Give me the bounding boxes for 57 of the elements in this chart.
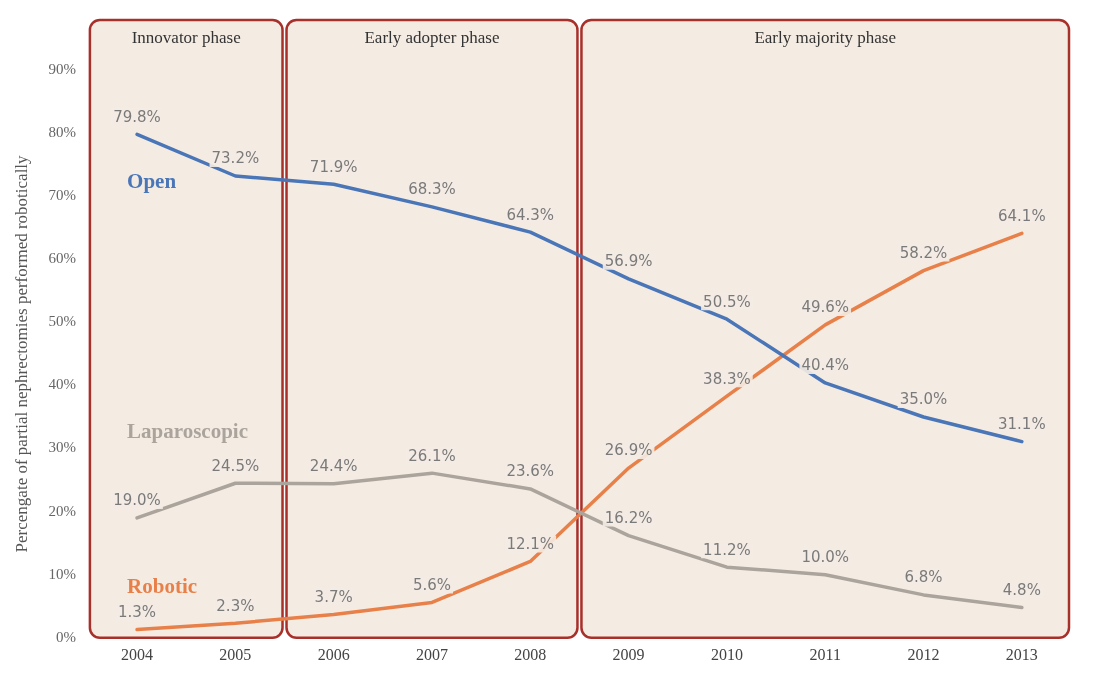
data-label: 24.4% (309, 457, 358, 476)
data-label: 64.3% (506, 205, 555, 224)
data-label: 1.3% (118, 602, 157, 621)
band-label: Innovator phase (131, 27, 241, 47)
data-label: 56.9% (604, 252, 653, 271)
data-label: 38.3% (703, 369, 751, 388)
y-tick-label: 30% (48, 439, 76, 456)
x-tick-label: 2004 (121, 645, 154, 663)
y-tick-label: 80% (48, 124, 76, 141)
data-label: 19.0% (113, 491, 161, 510)
x-tick-label: 2008 (514, 645, 547, 663)
x-tick-label: 2007 (415, 645, 448, 663)
x-tick-label: 2006 (317, 645, 350, 663)
data-label: 26.1% (408, 446, 456, 465)
x-tick-label: 2011 (809, 645, 841, 663)
y-tick-label: 50% (48, 313, 76, 330)
data-label: 23.6% (506, 462, 555, 481)
data-label: 49.6% (801, 298, 850, 317)
data-label: 68.3% (408, 180, 456, 199)
band-label: Early adopter phase (364, 27, 500, 47)
data-label: 64.1% (998, 206, 1046, 225)
series-label: Laparoscopic (127, 419, 249, 444)
x-tick-label: 2005 (219, 645, 252, 663)
data-label: 3.7% (314, 587, 353, 606)
data-label: 79.8% (113, 107, 161, 126)
data-label: 71.9% (309, 157, 358, 176)
data-label: 2.3% (216, 596, 255, 615)
data-label: 6.8% (904, 568, 943, 587)
data-label: 26.9% (604, 441, 653, 460)
y-tick-label: 40% (48, 376, 76, 393)
band-label: Early majority phase (754, 27, 897, 47)
y-tick-label: 90% (48, 60, 76, 77)
data-label: 24.5% (211, 456, 260, 475)
data-label: 12.1% (506, 534, 555, 553)
data-label: 73.2% (211, 149, 260, 168)
data-label: 16.2% (604, 508, 653, 527)
y-tick-label: 60% (48, 250, 76, 267)
x-tick-label: 2009 (612, 645, 645, 663)
series-label: Open (127, 168, 177, 193)
y-tick-label: 70% (48, 187, 76, 204)
data-label: 58.2% (899, 244, 948, 263)
series-label: Robotic (127, 574, 198, 599)
x-tick-label: 2010 (710, 645, 743, 663)
data-label: 35.0% (899, 390, 948, 409)
data-label: 31.1% (998, 414, 1046, 433)
data-label: 11.2% (703, 540, 751, 559)
data-label: 5.6% (412, 575, 452, 594)
x-tick-label: 2012 (907, 645, 940, 663)
y-tick-label: 20% (48, 502, 76, 519)
y-tick-label: 10% (48, 565, 76, 582)
y-tick-label: 0% (55, 628, 76, 645)
data-label: 40.4% (801, 356, 850, 375)
y-axis-title: Percengate of partial nephrectomies performed robotically (11, 154, 31, 553)
data-label: 50.5% (703, 292, 751, 311)
data-label: 4.8% (1002, 580, 1041, 599)
x-tick-label: 2013 (1005, 645, 1038, 663)
data-label: 10.0% (801, 548, 850, 567)
